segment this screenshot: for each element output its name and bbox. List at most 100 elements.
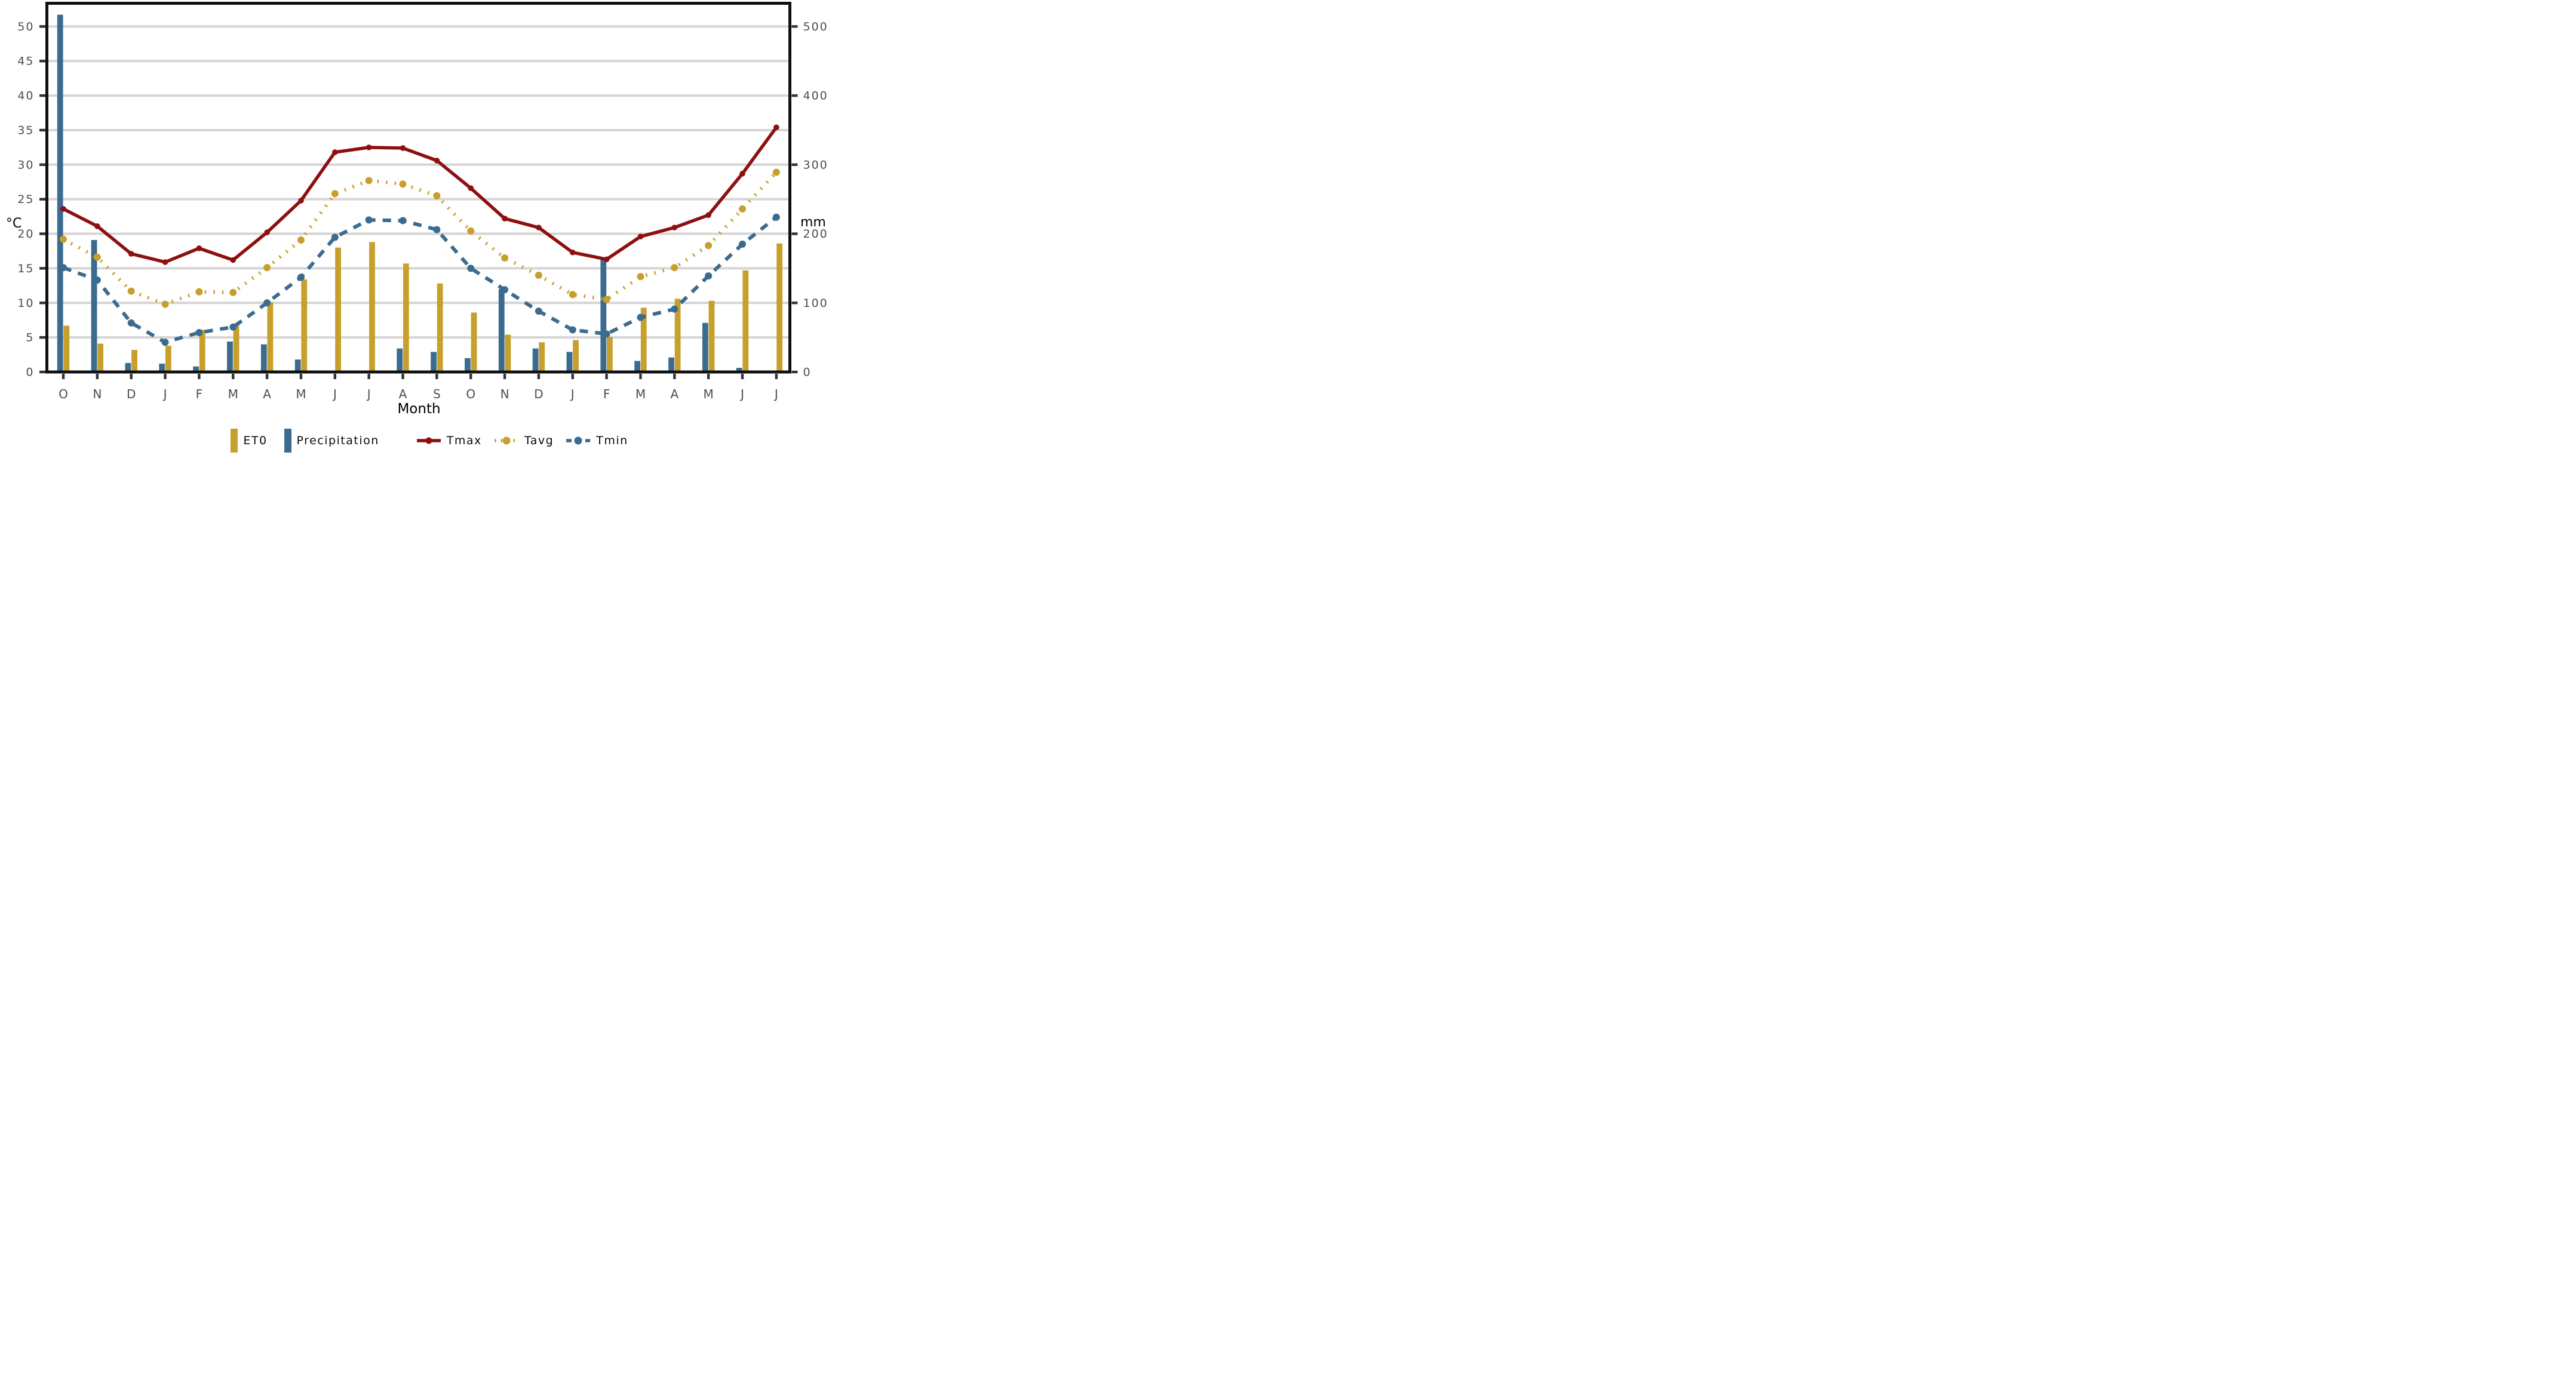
point-tmin <box>297 273 305 281</box>
bar-et0 <box>131 349 137 371</box>
right-tick <box>791 370 798 374</box>
month-tick-label: O <box>466 387 475 401</box>
bar-precipitation <box>668 357 674 371</box>
point-tmin <box>569 326 576 334</box>
left-tick-label: 30 <box>17 158 34 171</box>
month-tick-label: N <box>93 387 102 401</box>
bar-precipitation <box>260 344 267 371</box>
left-tick-label: 15 <box>17 262 34 275</box>
bar-et0 <box>63 325 70 371</box>
left-tick-label: 25 <box>17 193 34 206</box>
left-tick-label: 20 <box>17 227 34 241</box>
point-tmin <box>637 313 644 321</box>
bar-et0 <box>369 242 375 371</box>
line-tmin <box>62 216 778 345</box>
left-tick-label: 40 <box>17 90 34 103</box>
point-tmin <box>671 305 678 313</box>
point-tmin <box>433 226 441 233</box>
month-tick-label: M <box>635 387 646 401</box>
legend-line-group: Tmax Tavg Tmin <box>416 433 628 448</box>
right-tick-label: 100 <box>803 297 828 310</box>
bottom-tick <box>469 374 472 379</box>
month-tick-label: J <box>366 387 371 401</box>
left-tick <box>39 25 45 28</box>
precipitation-swatch <box>284 429 291 453</box>
point-tavg <box>195 288 203 296</box>
point-tavg <box>399 180 407 188</box>
month-tick-label: F <box>196 387 203 401</box>
point-tmax <box>230 257 237 263</box>
left-axis-title: °C <box>6 216 22 231</box>
legend-label: Precipitation <box>296 434 379 447</box>
point-tmax <box>128 251 134 257</box>
bar-precipitation <box>159 364 165 371</box>
bottom-tick <box>503 374 506 379</box>
month-tick-label: M <box>704 387 714 401</box>
point-tavg <box>60 235 67 243</box>
point-tmax <box>434 158 440 164</box>
month-tick-label: A <box>263 387 271 401</box>
point-tmax <box>298 198 304 204</box>
point-tmin <box>127 319 135 327</box>
bar-et0 <box>437 283 443 371</box>
bar-precipitation <box>498 289 505 371</box>
point-tavg <box>569 291 576 299</box>
bar-et0 <box>708 300 715 371</box>
left-tick <box>39 336 45 339</box>
bar-precipitation <box>465 358 471 371</box>
legend-label: Tmax <box>446 434 482 447</box>
month-tick-label: M <box>296 387 306 401</box>
bar-et0 <box>267 302 274 371</box>
month-tick-label: A <box>399 387 407 401</box>
month-tick-label: S <box>433 387 441 401</box>
bar-et0 <box>233 325 240 371</box>
point-tavg <box>671 264 678 272</box>
bar-et0 <box>640 307 647 371</box>
bar-precipitation <box>193 366 199 371</box>
point-tavg <box>229 288 237 296</box>
point-tmax <box>162 259 168 265</box>
right-tick <box>791 94 798 97</box>
bottom-tick <box>198 374 201 379</box>
bar-et0 <box>335 247 341 371</box>
left-tick <box>39 94 45 97</box>
point-tmin <box>195 329 203 337</box>
point-tavg <box>161 300 169 308</box>
bar-et0 <box>539 342 545 371</box>
point-tavg <box>297 236 305 244</box>
left-tick <box>39 232 45 235</box>
bar-et0 <box>403 263 409 371</box>
point-tavg <box>467 227 475 235</box>
left-tick-label: 50 <box>17 20 34 33</box>
month-tick-label: D <box>127 387 136 401</box>
bottom-tick <box>164 374 167 379</box>
left-tick <box>39 128 45 132</box>
point-tmin <box>705 272 713 280</box>
point-tmin <box>365 216 373 224</box>
point-tmin <box>60 264 67 272</box>
right-tick <box>791 232 798 235</box>
bottom-tick <box>367 374 370 379</box>
plot-background <box>0 0 859 427</box>
line-tmax <box>62 126 778 264</box>
bar-et0 <box>776 243 783 371</box>
point-tmin <box>772 213 780 221</box>
point-tmin <box>263 299 271 307</box>
point-tmax <box>196 245 202 251</box>
left-tick <box>39 198 45 201</box>
left-tick <box>39 163 45 167</box>
bar-et0 <box>674 299 681 371</box>
tmin-line-key <box>566 433 591 448</box>
legend-item-tmin: Tmin <box>566 433 628 448</box>
bar-precipitation <box>702 322 708 371</box>
right-axis-title: mm <box>800 215 826 230</box>
tmax-line-key <box>416 433 441 448</box>
point-tavg <box>93 253 101 261</box>
month-tick-label: J <box>162 387 167 401</box>
bottom-tick <box>673 374 676 379</box>
point-tmin <box>467 264 475 272</box>
bar-et0 <box>301 279 308 371</box>
panel-border <box>45 2 791 374</box>
bar-et0 <box>742 270 749 371</box>
bar-et0 <box>505 334 511 371</box>
